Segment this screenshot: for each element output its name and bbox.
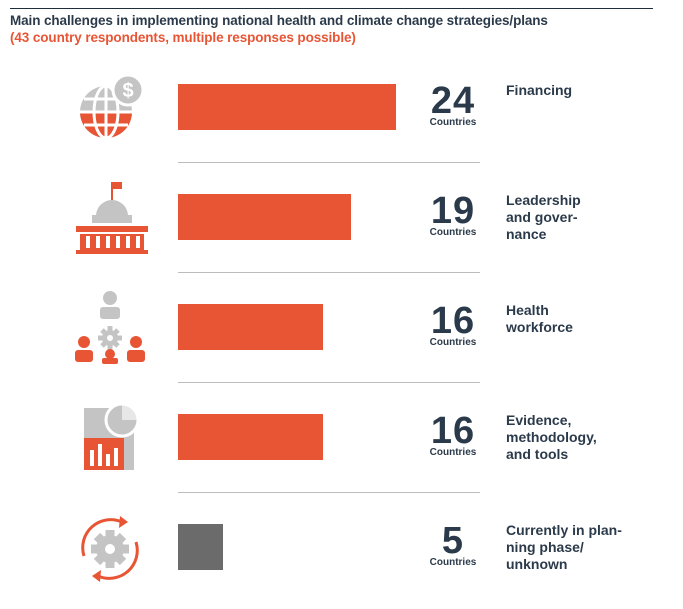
chart-row: 19 Countries Leadership and gover- nance — [0, 168, 683, 278]
category-label: Health workforce — [506, 302, 573, 335]
chart-row: 5 Countries Currently in plan- ning phase/… — [0, 498, 683, 608]
unit-label: Countries — [429, 117, 477, 128]
bar-value-label: 19 — [430, 190, 476, 232]
globe-dollar-icon: $ — [70, 68, 150, 148]
bar — [178, 304, 324, 350]
chart-row: 16 Countries Health workforce — [0, 278, 683, 388]
charts-evidence-icon — [70, 398, 150, 478]
svg-text:$: $ — [122, 80, 133, 102]
category-label: Evidence, methodology, and tools — [506, 412, 597, 462]
top-rule — [10, 8, 653, 9]
government-building-icon — [70, 178, 150, 258]
bar — [178, 414, 324, 460]
bar-value-label: 16 — [430, 300, 476, 342]
unit-label: Countries — [429, 227, 477, 238]
chart-row: 16 Countries Evidence, methodology, and to… — [0, 388, 683, 498]
category-label: Leadership and gover- nance — [506, 192, 581, 242]
row-separator — [178, 162, 480, 163]
bar-value-label: 16 — [430, 410, 476, 452]
row-separator — [178, 272, 480, 273]
chart-title: Main challenges in implementing national… — [10, 13, 548, 28]
bar — [178, 84, 396, 130]
workforce-people-gear-icon — [70, 288, 150, 368]
category-label: Financing — [506, 82, 573, 98]
chart-subtitle: (43 country respondents, multiple respon… — [10, 30, 356, 45]
category-label: Currently in plan- ning phase/ unknown — [506, 522, 622, 572]
row-separator — [178, 382, 480, 383]
row-separator — [178, 492, 480, 493]
bar-value-label: 24 — [430, 80, 476, 122]
bar — [178, 194, 351, 240]
unit-label: Countries — [429, 337, 477, 348]
bar-value-label: 5 — [441, 520, 465, 562]
chart-row: $ 24 Countries Financing — [0, 58, 683, 168]
bar — [178, 524, 224, 570]
gear-cycle-icon — [70, 508, 150, 588]
unit-label: Countries — [429, 447, 477, 458]
unit-label: Countries — [429, 557, 477, 568]
